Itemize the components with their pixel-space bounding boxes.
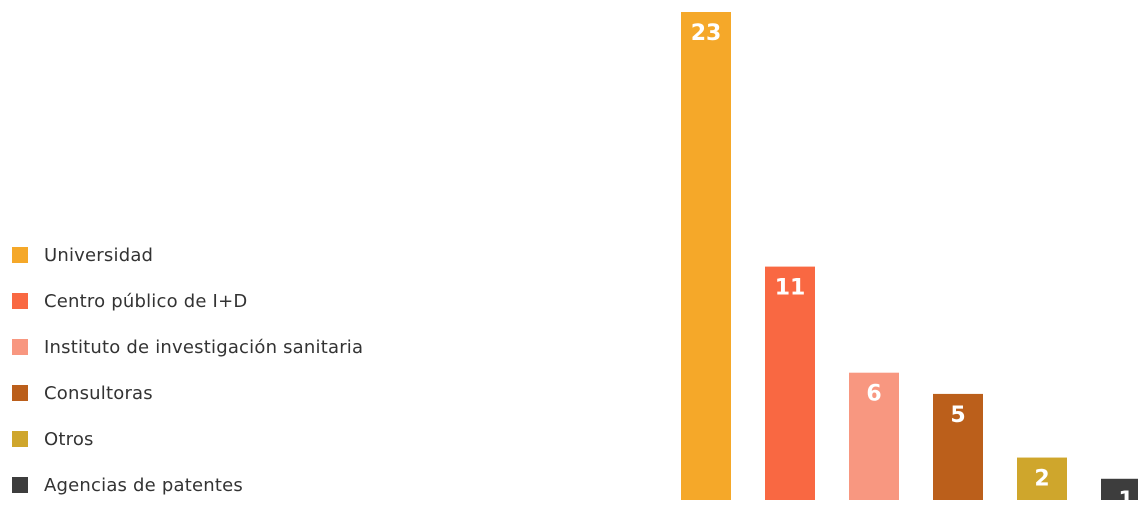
legend-item: Universidad: [12, 232, 363, 278]
bar-5: [1017, 457, 1067, 500]
legend-swatch: [12, 339, 28, 355]
bar-value-label: 6: [866, 382, 881, 407]
bar-value-label: 1: [1118, 488, 1133, 500]
legend-swatch: [12, 293, 28, 309]
bar-4: [933, 393, 983, 500]
bar-1: [681, 12, 731, 500]
legend-item: Otros: [12, 416, 363, 462]
legend-item: Centro público de I+D: [12, 278, 363, 324]
bar-2: [765, 266, 815, 500]
bar-value-label: 5: [950, 403, 965, 428]
legend-label: Centro público de I+D: [44, 290, 248, 312]
bar-6: [1101, 478, 1138, 500]
chart-legend: Universidad Centro público de I+D Institut…: [12, 232, 363, 508]
legend-item: Instituto de investigación sanitaria: [12, 324, 363, 370]
legend-swatch: [12, 477, 28, 493]
bar-value-label: 2: [1034, 467, 1049, 492]
legend-label: Universidad: [44, 244, 154, 266]
legend-swatch: [12, 385, 28, 401]
bar-value-label: 23: [691, 21, 722, 46]
bar-3: [849, 372, 899, 500]
legend-label: Otros: [44, 428, 94, 450]
legend-label: Consultoras: [44, 382, 153, 404]
bar-value-label: 11: [775, 276, 806, 301]
legend-swatch: [12, 431, 28, 447]
legend-label: Instituto de investigación sanitaria: [44, 336, 364, 358]
bar-group: 23 11 6 5 2 1: [681, 12, 1138, 500]
legend-swatch: [12, 247, 28, 263]
legend-item: Agencias de patentes: [12, 462, 363, 508]
legend-item: Consultoras: [12, 370, 363, 416]
legend-label: Agencias de patentes: [44, 474, 243, 496]
